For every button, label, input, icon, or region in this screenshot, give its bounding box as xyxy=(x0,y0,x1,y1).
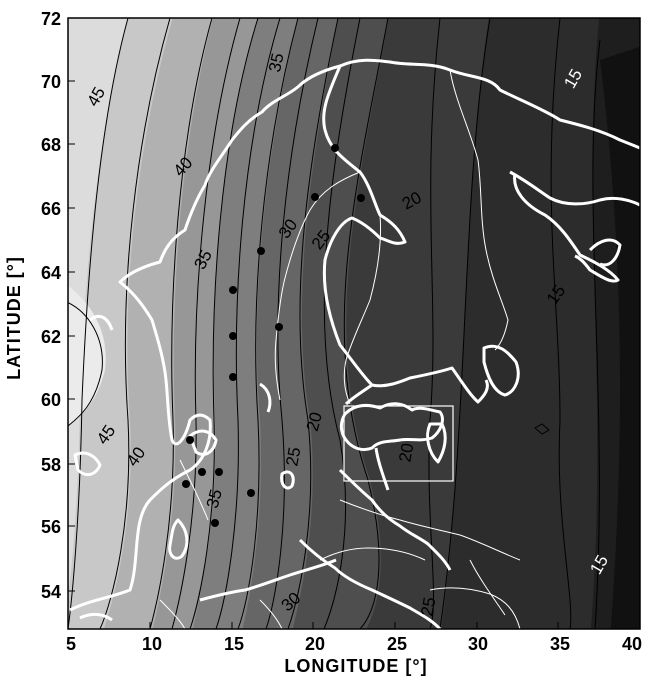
coastlines xyxy=(69,58,640,629)
y-tick-label: 64 xyxy=(41,263,61,283)
y-axis-title: LATITUDE [°] xyxy=(4,256,24,380)
station-marker xyxy=(311,193,319,201)
y-tick-label: 68 xyxy=(41,135,61,155)
x-tick-label: 15 xyxy=(224,634,244,654)
x-tick-label: 40 xyxy=(622,634,642,654)
station-marker xyxy=(229,332,237,340)
contour-label: 20 xyxy=(303,410,326,433)
station-marker xyxy=(198,468,206,476)
x-axis xyxy=(149,622,559,629)
y-tick-label: 70 xyxy=(41,72,61,92)
station-marker xyxy=(247,489,255,497)
station-marker xyxy=(182,480,190,488)
x-tick-labels: 5 10 15 20 25 30 35 40 xyxy=(66,634,642,654)
contour-label: 25 xyxy=(282,446,304,468)
station-marker xyxy=(257,247,265,255)
contour-label: 25 xyxy=(417,596,439,618)
station-marker xyxy=(215,468,223,476)
station-marker xyxy=(229,286,237,294)
x-tick-label: 20 xyxy=(305,634,325,654)
y-tick-label: 66 xyxy=(41,199,61,219)
x-tick-label: 5 xyxy=(66,634,76,654)
station-marker xyxy=(357,194,365,202)
x-tick-label: 25 xyxy=(387,634,407,654)
station-marker xyxy=(186,436,194,444)
station-markers xyxy=(182,144,365,527)
plot-frame xyxy=(67,17,641,630)
map-plot-area xyxy=(68,18,640,629)
station-marker xyxy=(229,373,237,381)
y-tick-label: 62 xyxy=(41,327,61,347)
contour-label: 20 xyxy=(395,442,417,464)
station-marker xyxy=(275,323,283,331)
shaded-bands xyxy=(68,18,640,629)
y-axis xyxy=(68,80,75,592)
y-tick-label: 54 xyxy=(41,582,61,602)
y-tick-labels: 54 56 58 60 62 64 66 68 70 72 xyxy=(41,9,61,602)
inset-rectangle xyxy=(343,405,454,482)
y-tick-label: 58 xyxy=(41,455,61,475)
y-tick-label: 72 xyxy=(41,9,61,29)
y-tick-label: 60 xyxy=(41,390,61,410)
y-tick-label: 56 xyxy=(41,517,61,537)
x-tick-label: 10 xyxy=(142,634,162,654)
contour-label: 35 xyxy=(203,487,226,510)
x-axis-title: LONGITUDE [°] xyxy=(284,656,427,676)
x-tick-label: 35 xyxy=(550,634,570,654)
country-borders xyxy=(159,69,521,629)
station-marker xyxy=(211,519,219,527)
station-marker xyxy=(331,144,339,152)
contour-label: 35 xyxy=(265,51,288,73)
x-tick-label: 30 xyxy=(468,634,488,654)
